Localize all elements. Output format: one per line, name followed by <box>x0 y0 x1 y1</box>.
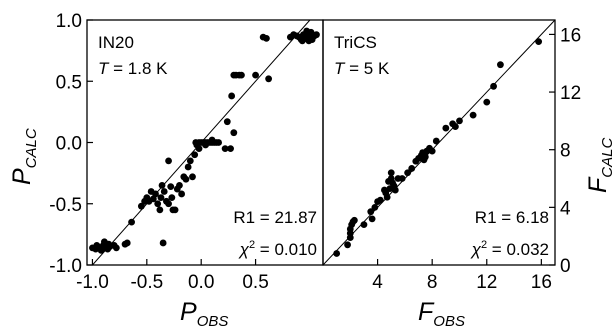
panel-trics-data-point <box>376 196 384 204</box>
panel-trics-data-point <box>346 234 354 242</box>
panel-in20-data-point <box>159 239 167 247</box>
panel-trics-y-tick-label: 8 <box>560 141 571 162</box>
panel-trics-data-point <box>490 82 497 90</box>
panel-in20-data-point <box>105 240 113 248</box>
panel-trics-x-axis-label: FOBS <box>418 298 465 329</box>
panel-trics-y-tick-label: 12 <box>560 83 581 104</box>
panel-in20-x-tick-label: -1.0 <box>76 272 109 293</box>
panel-trics-data-point <box>420 156 428 164</box>
panel-in20-data-point <box>171 206 179 214</box>
panel-in20-y-axis-label: PCALC <box>8 128 40 185</box>
panel-trics-data-point <box>483 98 491 106</box>
panel-trics-data-point <box>423 147 431 155</box>
panel-in20-data-point <box>307 28 315 36</box>
panel-in20-points <box>89 27 320 254</box>
panel-in20-data-point <box>202 141 209 149</box>
panel-in20-x-tick-label: 0.5 <box>242 272 268 293</box>
panel-trics-data-point <box>428 147 436 155</box>
panel-trics-x-tick-label: 4 <box>372 272 383 293</box>
panel-in20-data-point <box>215 139 222 146</box>
panel-in20-temperature: T = 1.8 K <box>98 59 168 78</box>
panel-in20-data-point <box>228 92 236 100</box>
panel-trics-y-axis-label: FCALC <box>584 138 616 193</box>
panel-in20-x-tick-label: 0.0 <box>188 272 214 293</box>
panel-trics-data-point <box>442 124 450 132</box>
panel-trics-x-tick-label: 8 <box>427 272 438 293</box>
panel-trics-x-tick-label: 16 <box>531 272 552 293</box>
panel-in20-reference-line <box>92 19 311 266</box>
panel-in20-ticks: -1.0 -0.5 0.0 0.5 -1.0 -0.5 0.0 0.5 1.0 <box>49 11 269 293</box>
panel-trics-y-tick-label: 0 <box>560 256 571 277</box>
panel-in20-data-point <box>223 118 231 126</box>
panel-in20-x-tick-label: -0.5 <box>130 272 163 293</box>
panel-trics-y-tick-label: 16 <box>560 25 581 46</box>
panel-trics-x-tick-label: 12 <box>476 272 497 293</box>
panel-in20-data-point <box>112 244 120 252</box>
panel-in20-data-point <box>252 71 259 79</box>
panel-trics-reference-line <box>322 19 556 266</box>
panel-in20-data-point <box>189 173 196 181</box>
panel-in20-y-tick-label: 0.5 <box>56 72 82 93</box>
panel-trics-data-point <box>391 186 399 194</box>
panel-trics-data-point <box>497 61 504 69</box>
panel-in20-y-tick-label: 1.0 <box>56 11 82 32</box>
panel-trics-data-point <box>535 38 543 46</box>
panel-in20-data-point <box>165 157 172 165</box>
panel-in20-data-point <box>123 239 131 247</box>
panel-in20-data-point <box>97 246 105 254</box>
panel-trics-label: TriCS <box>334 33 377 52</box>
panel-in20-y-tick-label: -1.0 <box>49 256 82 277</box>
panel-in20-data-point <box>157 194 165 202</box>
panel-in20-data-point <box>176 181 183 189</box>
panel-trics-data-point <box>469 111 477 119</box>
panel-in20-data-point <box>221 145 229 153</box>
panel-in20-data-point <box>178 190 186 198</box>
panel-trics-data-point <box>368 215 376 223</box>
panel-trics-temperature: T = 5 K <box>334 59 390 78</box>
panel-in20-data-point <box>208 136 216 144</box>
panel-in20-data-point <box>305 37 313 45</box>
panel-trics-r1: R1 = 6.18 <box>475 208 549 227</box>
panel-in20-data-point <box>158 181 166 189</box>
panel-in20-y-tick-label: -0.5 <box>49 195 82 216</box>
panel-in20-data-point <box>156 206 164 214</box>
panel-in20-data-point <box>265 75 273 83</box>
panel-in20-data-point <box>313 31 320 39</box>
panel-trics-data-point <box>387 169 395 177</box>
panel-in20-data-point <box>186 157 194 165</box>
panel-in20-data-point <box>191 151 199 159</box>
panel-in20-data-point <box>154 200 162 208</box>
panel-in20: -1.0 -0.5 0.0 0.5 -1.0 -0.5 0.0 0.5 1.0 IN20 T =… <box>8 11 324 329</box>
panel-in20-data-point <box>195 145 203 153</box>
panel-trics-data-point <box>451 123 459 131</box>
panel-in20-data-point <box>238 71 245 79</box>
panel-in20-data-point <box>168 194 176 202</box>
panel-in20-data-point <box>93 242 101 249</box>
panel-trics: 4 8 12 16 0 4 8 12 16 TriCS T = 5 K R1 = 6.18 χ2… <box>322 19 616 329</box>
panel-in20-data-point <box>165 200 172 208</box>
panel-trics-frame <box>322 19 556 266</box>
panel-trics-ticks: 4 8 12 16 0 4 8 12 16 <box>372 25 581 293</box>
panel-trics-data-point <box>344 241 351 249</box>
panel-in20-data-point <box>298 37 306 45</box>
panel-in20-data-point <box>184 163 192 171</box>
panel-in20-data-point <box>227 145 234 153</box>
panel-in20-chi2: χ2 = 0.010 <box>238 239 317 259</box>
panel-trics-chi2: χ2 = 0.032 <box>470 239 549 259</box>
panel-in20-label: IN20 <box>98 33 134 52</box>
panel-in20-x-axis-label: POBS <box>180 298 228 329</box>
panel-in20-data-point <box>182 175 190 183</box>
panel-trics-data-point <box>432 137 440 145</box>
panel-in20-r1: R1 = 21.87 <box>233 208 317 227</box>
panel-in20-data-point <box>230 129 238 137</box>
panel-in20-data-point <box>128 218 135 226</box>
panel-trics-data-point <box>350 216 358 224</box>
panel-trics-y-tick-label: 4 <box>560 198 571 219</box>
panel-in20-y-tick-label: 0.0 <box>56 134 82 155</box>
panel-in20-data-point <box>259 33 267 41</box>
panel-in20-data-point <box>160 188 168 195</box>
panel-in20-data-point <box>167 183 175 191</box>
